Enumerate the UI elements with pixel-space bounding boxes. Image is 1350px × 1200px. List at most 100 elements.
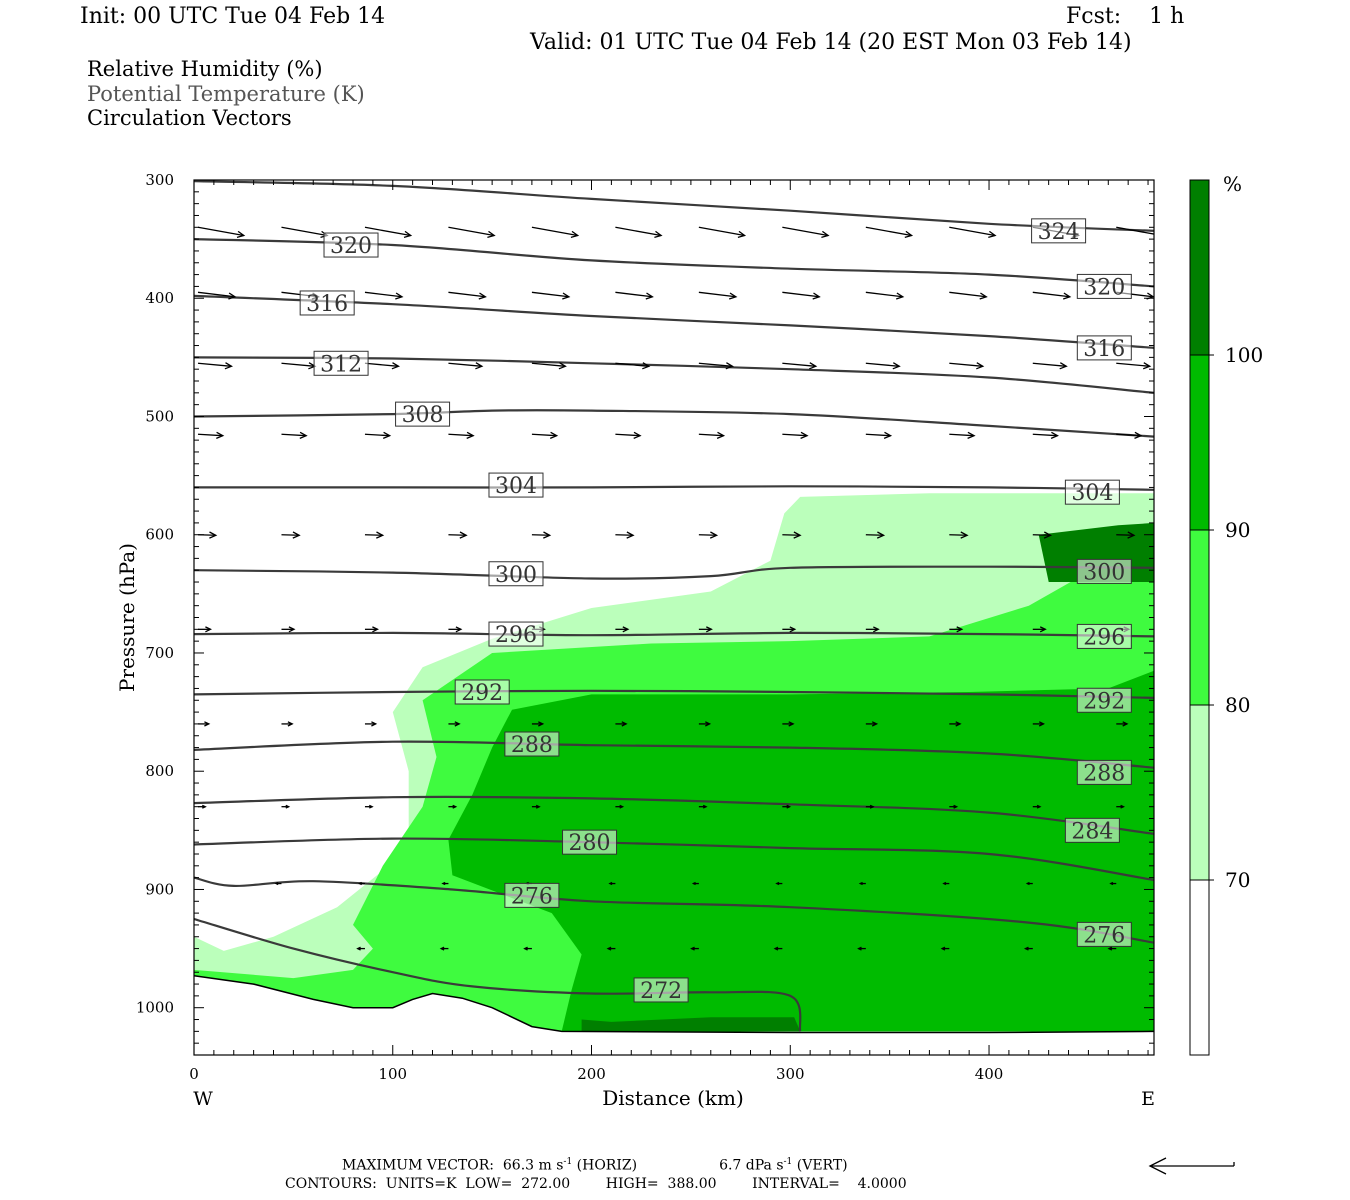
circulation-vector bbox=[615, 804, 625, 809]
vector-head bbox=[562, 292, 571, 300]
circulation-vector bbox=[698, 721, 712, 727]
vector-shaft bbox=[364, 291, 403, 298]
vector-head bbox=[376, 531, 385, 539]
vector-head bbox=[812, 292, 821, 300]
circulation-vector bbox=[281, 626, 296, 633]
contour-label-text: 288 bbox=[511, 733, 553, 758]
x-axis-label: Distance (km) bbox=[602, 1086, 744, 1110]
contours-info: CONTOURS: UNITS=K LOW= 272.00 HIGH= 388.… bbox=[285, 1176, 907, 1192]
vector-head bbox=[1025, 881, 1030, 886]
vector-shaft bbox=[1032, 534, 1051, 536]
vector-head bbox=[1120, 804, 1125, 809]
vector-head bbox=[209, 531, 218, 539]
circulation-vector bbox=[698, 626, 713, 633]
circulation-vector bbox=[782, 362, 818, 370]
vector-shaft bbox=[698, 226, 745, 237]
axes-layer: 300 400 500 600 700 800 900 1000 0 100 200 300 400 W E… bbox=[115, 171, 1155, 1110]
vector-head bbox=[288, 626, 296, 633]
vector-shaft bbox=[782, 433, 808, 437]
contour-label-288: 288 bbox=[504, 731, 560, 758]
rh-fill-layer bbox=[194, 493, 1154, 1032]
terrain-fill bbox=[194, 975, 1154, 1055]
circulation-vector bbox=[197, 291, 237, 300]
vector-shaft bbox=[1116, 534, 1135, 536]
vector-head bbox=[737, 230, 747, 239]
circulation-vector bbox=[857, 946, 866, 951]
vector-head bbox=[204, 721, 211, 727]
vector-head bbox=[940, 946, 946, 951]
circulation-vector bbox=[865, 226, 914, 239]
vector-shaft bbox=[1116, 226, 1154, 235]
circulation-vector bbox=[448, 431, 475, 440]
vector-head bbox=[1059, 362, 1068, 370]
vector-head bbox=[800, 431, 809, 440]
vector-shaft bbox=[865, 433, 891, 437]
vector-head bbox=[606, 946, 612, 951]
contour-label-text: 276 bbox=[1083, 923, 1125, 948]
vector-head bbox=[728, 292, 738, 300]
vector-head bbox=[608, 881, 613, 886]
vector-shaft bbox=[615, 534, 634, 536]
vector-shaft bbox=[949, 226, 996, 237]
colorbar-segment bbox=[1190, 530, 1209, 705]
contour-label-304: 304 bbox=[488, 472, 544, 499]
colorbar-label: 80 bbox=[1225, 693, 1250, 717]
contour-label-284: 284 bbox=[1064, 817, 1120, 844]
vector-head bbox=[793, 531, 802, 539]
vector-head bbox=[535, 804, 541, 809]
x-tick-label: 100 bbox=[378, 1065, 407, 1083]
theta-contour-316 bbox=[194, 294, 1154, 349]
contour-label-layer: 320 316 312 308 304 300 296 292 288 280 276 272 324 3… bbox=[299, 218, 1132, 1004]
vector-head bbox=[558, 362, 567, 370]
contour-label-text: 304 bbox=[1071, 481, 1113, 506]
vector-head bbox=[454, 721, 461, 727]
vector-head bbox=[1039, 626, 1047, 633]
contour-label-box bbox=[1076, 335, 1132, 361]
vector-head bbox=[403, 230, 413, 239]
x-tick-label: 0 bbox=[189, 1065, 199, 1083]
circulation-vector bbox=[448, 226, 496, 239]
vector-head bbox=[705, 721, 712, 727]
contour-label-box bbox=[1076, 687, 1132, 713]
vector-shaft bbox=[782, 291, 820, 298]
contour-label-box bbox=[1076, 759, 1132, 785]
circulation-vector bbox=[698, 291, 738, 300]
contour-label-text: 272 bbox=[640, 979, 682, 1004]
contour-label-box bbox=[633, 977, 689, 1003]
vector-head bbox=[1062, 292, 1072, 300]
vector-head bbox=[475, 362, 484, 370]
init-time: Init: 00 UTC Tue 04 Feb 14 bbox=[80, 4, 386, 29]
y-axis-label: Pressure (hPa) bbox=[115, 543, 139, 692]
vector-head bbox=[716, 431, 726, 440]
reference-vector bbox=[1148, 1157, 1235, 1175]
contour-label-text: 292 bbox=[1083, 689, 1125, 714]
circulation-vector bbox=[448, 362, 484, 370]
theta-contour-layer bbox=[194, 180, 1154, 1032]
vector-shaft bbox=[531, 362, 566, 367]
theta-contour-300 bbox=[194, 565, 1154, 580]
contour-label-box bbox=[1064, 817, 1120, 843]
vector-head bbox=[487, 230, 496, 239]
vector-shaft bbox=[281, 362, 316, 367]
vector-head bbox=[205, 626, 213, 633]
vector-head bbox=[690, 946, 695, 951]
vector-head bbox=[1122, 721, 1129, 727]
vector-head bbox=[642, 362, 651, 370]
vector-shaft bbox=[531, 226, 578, 237]
y-tick-label: 600 bbox=[145, 526, 174, 544]
vector-shaft bbox=[782, 534, 801, 536]
contour-label-text: 292 bbox=[461, 681, 503, 706]
contour-label-text: 324 bbox=[1038, 220, 1080, 245]
vector-head bbox=[942, 881, 947, 886]
vector-shaft bbox=[698, 362, 733, 367]
contour-label-300: 300 bbox=[1076, 558, 1132, 585]
circulation-vector bbox=[531, 291, 571, 300]
circulation-vector bbox=[281, 804, 291, 809]
circulation-vector bbox=[198, 804, 207, 809]
circulation-vector bbox=[615, 226, 663, 239]
legend-theta: Potential Temperature (K) bbox=[87, 82, 365, 106]
vector-shaft bbox=[448, 433, 474, 437]
y-tick-label: 300 bbox=[145, 171, 174, 189]
circulation-vector bbox=[448, 626, 463, 633]
circulation-vector bbox=[608, 881, 616, 886]
